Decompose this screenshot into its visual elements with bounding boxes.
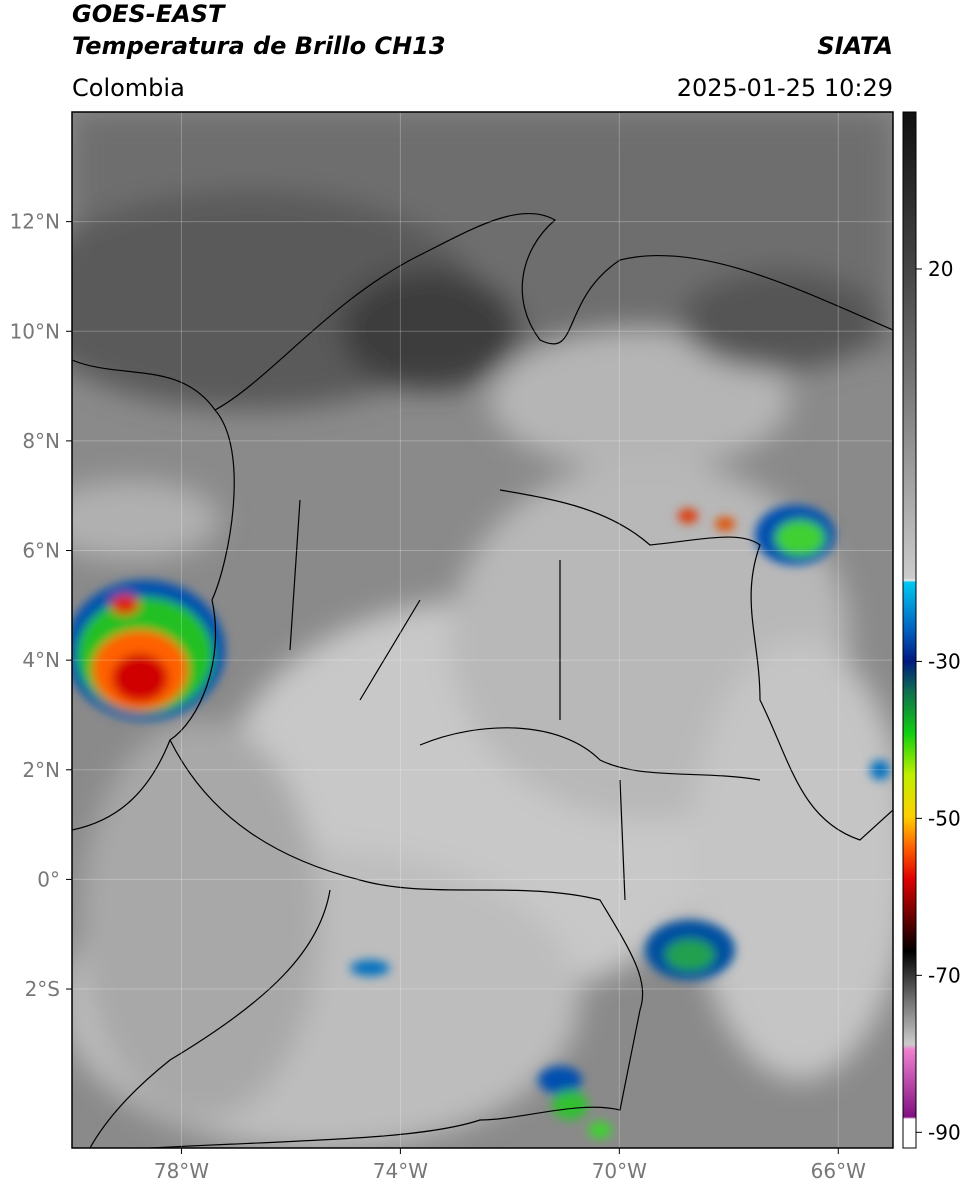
y-tick-label: 2°N: [22, 758, 60, 782]
y-tick-label: 2°S: [25, 977, 60, 1001]
datetime: 2025-01-25 10:29: [677, 74, 893, 102]
colorbar-tick-label: -50: [928, 806, 961, 830]
y-tick-label: 0°: [37, 867, 60, 891]
y-tick-label: 8°N: [22, 429, 60, 453]
colorbar: [902, 111, 917, 1149]
source: SIATA: [817, 32, 893, 60]
title: GOES-EAST: [72, 0, 226, 28]
x-tick-label: 78°W: [154, 1159, 209, 1183]
colorbar-tick-label: -70: [928, 963, 961, 987]
x-tick-label: 66°W: [811, 1159, 866, 1183]
map-frame: [71, 111, 894, 1149]
y-tick-label: 12°N: [10, 210, 60, 234]
colorbar-tick-label: 20: [928, 257, 953, 281]
y-tick-label: 4°N: [22, 648, 60, 672]
y-tick-label: 6°N: [22, 539, 60, 563]
x-tick-label: 74°W: [373, 1159, 428, 1183]
satellite-image: [72, 112, 893, 1148]
y-tick-label: 10°N: [10, 319, 60, 343]
region: Colombia: [72, 74, 185, 102]
x-tick-label: 70°W: [592, 1159, 647, 1183]
colorbar-tick-label: -30: [928, 649, 961, 673]
grid: [72, 112, 893, 1148]
subtitle: Temperatura de Brillo CH13: [72, 32, 446, 60]
colorbar-tick-label: -90: [928, 1120, 961, 1144]
